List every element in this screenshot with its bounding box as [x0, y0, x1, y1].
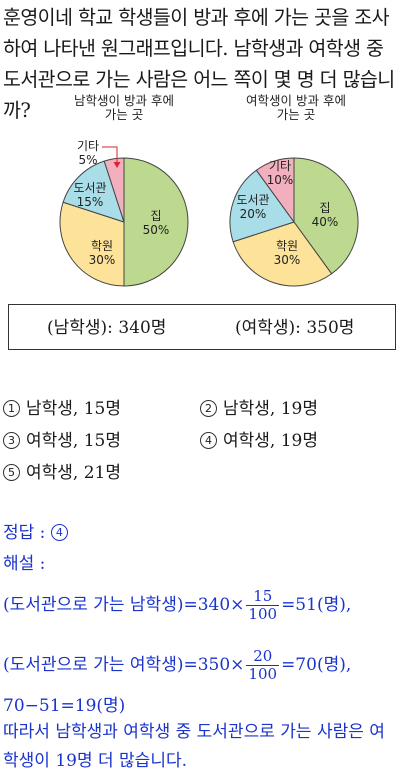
fraction-denominator: 100 — [248, 605, 278, 623]
choice-number: 4 — [200, 432, 217, 449]
slice-percent: 50% — [143, 223, 170, 237]
choice-5[interactable]: 5 여학생, 21명 — [3, 462, 121, 484]
slice-percent: 15% — [77, 195, 104, 209]
slice-label: 기타 — [77, 139, 99, 153]
explanation-label: 해설 : — [3, 554, 46, 574]
slice-percent: 5% — [78, 153, 97, 167]
choice-label: 여학생, 21명 — [26, 463, 121, 483]
leader-line — [102, 146, 118, 164]
question-text: 훈영이네 학교 학생들이 방과 후에 가는 곳을 조사하여 나타낸 원그래프입니… — [3, 6, 395, 122]
male-chart-title-line2: 가는 곳 — [104, 107, 144, 122]
pie-slice-0 — [293, 157, 359, 275]
pie-slice-1 — [59, 201, 125, 287]
pie-slice-3 — [255, 157, 295, 224]
slice-percent: 30% — [274, 253, 301, 267]
answer-line: 정답 : 4 — [3, 522, 68, 544]
slice-label: 집 — [150, 209, 161, 223]
solution-line-2-prefix: (도서관으로 가는 여학생)=350× — [3, 655, 245, 675]
female-chart-title-line2: 가는 곳 — [276, 107, 316, 122]
female-chart-title-line1: 여학생이 방과 후에 — [246, 93, 346, 108]
answer-label: 정답 : — [3, 523, 51, 543]
choice-number: 2 — [200, 400, 217, 417]
slice-percent: 10% — [267, 173, 294, 187]
student-count-box: (남학생): 340명 (여학생): 350명 — [8, 304, 396, 350]
female-chart-title: 여학생이 방과 후에 가는 곳 — [216, 94, 376, 122]
male-count: (남학생): 340명 — [47, 318, 167, 338]
slice-label: 학원 — [91, 239, 113, 253]
fraction-numerator: 20 — [246, 648, 280, 666]
choice-4[interactable]: 4 여학생, 19명 — [200, 430, 318, 452]
pie-slice-3 — [103, 157, 125, 223]
choice-label: 남학생, 15명 — [26, 399, 121, 419]
solution-line-1-prefix: (도서관으로 가는 남학생)=340× — [3, 595, 245, 615]
fraction-15-100: 15 100 — [246, 588, 280, 623]
solution-line-1-suffix: =51(명), — [281, 595, 352, 615]
slice-label: 기타 — [269, 159, 291, 173]
slice-label: 도서관 — [236, 193, 269, 207]
answer-number: 4 — [50, 524, 68, 541]
pie-charts: 남학생이 방과 후에 가는 곳 여학생이 방과 후에 가는 곳 집 50% 학원 30… — [0, 92, 400, 297]
slice-label: 도서관 — [73, 181, 106, 195]
slice-label: 집 — [319, 201, 330, 215]
solution-line-2: (도서관으로 가는 여학생)=350× 20 100 =70(명), — [3, 648, 351, 683]
slice-percent: 40% — [312, 215, 339, 229]
slice-label: 학원 — [276, 239, 298, 253]
male-chart-title-line1: 남학생이 방과 후에 — [74, 93, 174, 108]
choice-number: 1 — [3, 400, 20, 417]
choice-number: 3 — [3, 432, 20, 449]
slice-percent: 20% — [240, 207, 267, 221]
pie-slice-0 — [123, 157, 189, 287]
fraction-denominator: 100 — [248, 665, 278, 683]
solution-line-3: 70−51=19(명) — [3, 696, 126, 716]
fraction-20-100: 20 100 — [246, 648, 280, 683]
choice-label: 남학생, 19명 — [223, 399, 318, 419]
solution-line-4: 따라서 남학생과 여학생 중 도서관으로 가는 사람은 여 — [3, 722, 385, 742]
choice-2[interactable]: 2 남학생, 19명 — [200, 398, 318, 420]
solution-line-5: 학생이 19명 더 많습니다. — [3, 751, 188, 771]
pie-slice-2 — [229, 169, 295, 243]
choice-label: 여학생, 15명 — [26, 431, 121, 451]
choice-label: 여학생, 19명 — [223, 431, 318, 451]
choice-number: 5 — [3, 464, 20, 481]
fraction-numerator: 15 — [246, 588, 280, 606]
choice-3[interactable]: 3 여학생, 15명 — [3, 430, 121, 452]
pie-slice-1 — [232, 221, 333, 287]
male-chart-title: 남학생이 방과 후에 가는 곳 — [44, 94, 204, 122]
slice-percent: 30% — [89, 253, 116, 267]
female-count: (여학생): 350명 — [235, 318, 355, 338]
solution-line-2-suffix: =70(명), — [281, 655, 352, 675]
solution-line-1: (도서관으로 가는 남학생)=340× 15 100 =51(명), — [3, 588, 351, 623]
leader-arrow — [113, 162, 121, 168]
choice-1[interactable]: 1 남학생, 15명 — [3, 398, 121, 420]
